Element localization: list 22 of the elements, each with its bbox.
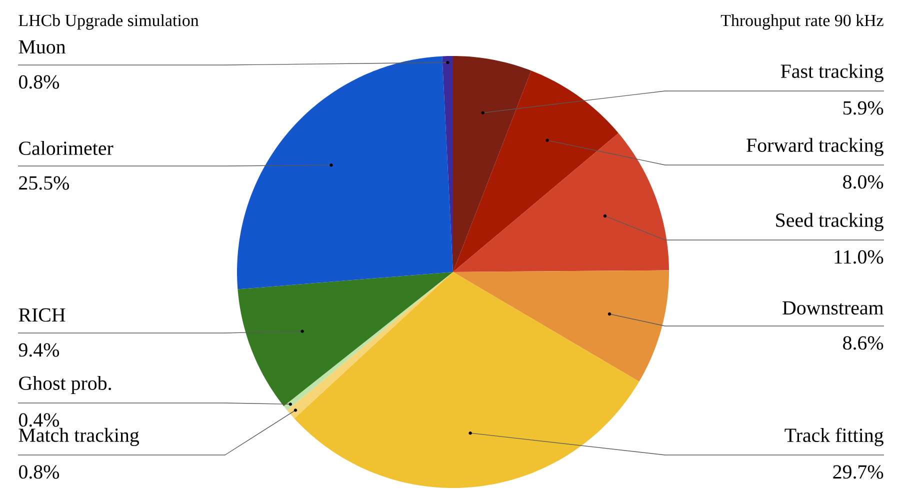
- data-label: 8.6%: [843, 336, 884, 350]
- slice-label: Seed tracking: [776, 212, 884, 232]
- slice-label: Muon: [18, 40, 66, 54]
- data-label: 0.8%: [18, 465, 60, 479]
- slice-label: RICH: [18, 308, 66, 322]
- slice-label: Downstream: [782, 301, 884, 315]
- slice-label: Calorimeter: [19, 140, 114, 155]
- data-label: 29.7%: [833, 465, 884, 479]
- chart-subtitle: Throughput rate 90 kHz: [720, 14, 884, 30]
- data-label: 25.5%: [19, 176, 69, 190]
- chart-title: LHCb Upgrade simulation: [18, 14, 199, 30]
- data-label: 9.4%: [18, 343, 60, 357]
- slice-label: Ghost prob.: [19, 376, 111, 394]
- data-label: 11.0%: [834, 250, 884, 264]
- slice-label: Fast tracking: [780, 64, 884, 82]
- data-label: 5.9%: [843, 101, 884, 115]
- data-label: 8.0%: [843, 175, 884, 189]
- slice-label: Match tracking: [18, 428, 140, 446]
- slice-label: Forward tracking: [746, 138, 884, 156]
- data-label: 0.4%: [18, 413, 60, 427]
- data-label: 0.8%: [18, 75, 60, 89]
- slice-label: Track fitting: [784, 428, 884, 446]
